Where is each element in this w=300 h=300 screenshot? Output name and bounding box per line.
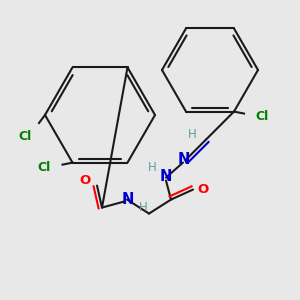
Text: Cl: Cl <box>255 110 268 123</box>
Text: O: O <box>80 174 91 187</box>
Text: N: N <box>122 192 134 207</box>
Text: H: H <box>188 128 196 141</box>
Text: N: N <box>160 169 172 184</box>
Text: Cl: Cl <box>18 130 32 143</box>
Text: H: H <box>148 161 156 174</box>
Text: Cl: Cl <box>38 161 51 174</box>
Text: N: N <box>178 152 190 167</box>
Text: O: O <box>197 183 208 196</box>
Text: H: H <box>139 201 147 214</box>
